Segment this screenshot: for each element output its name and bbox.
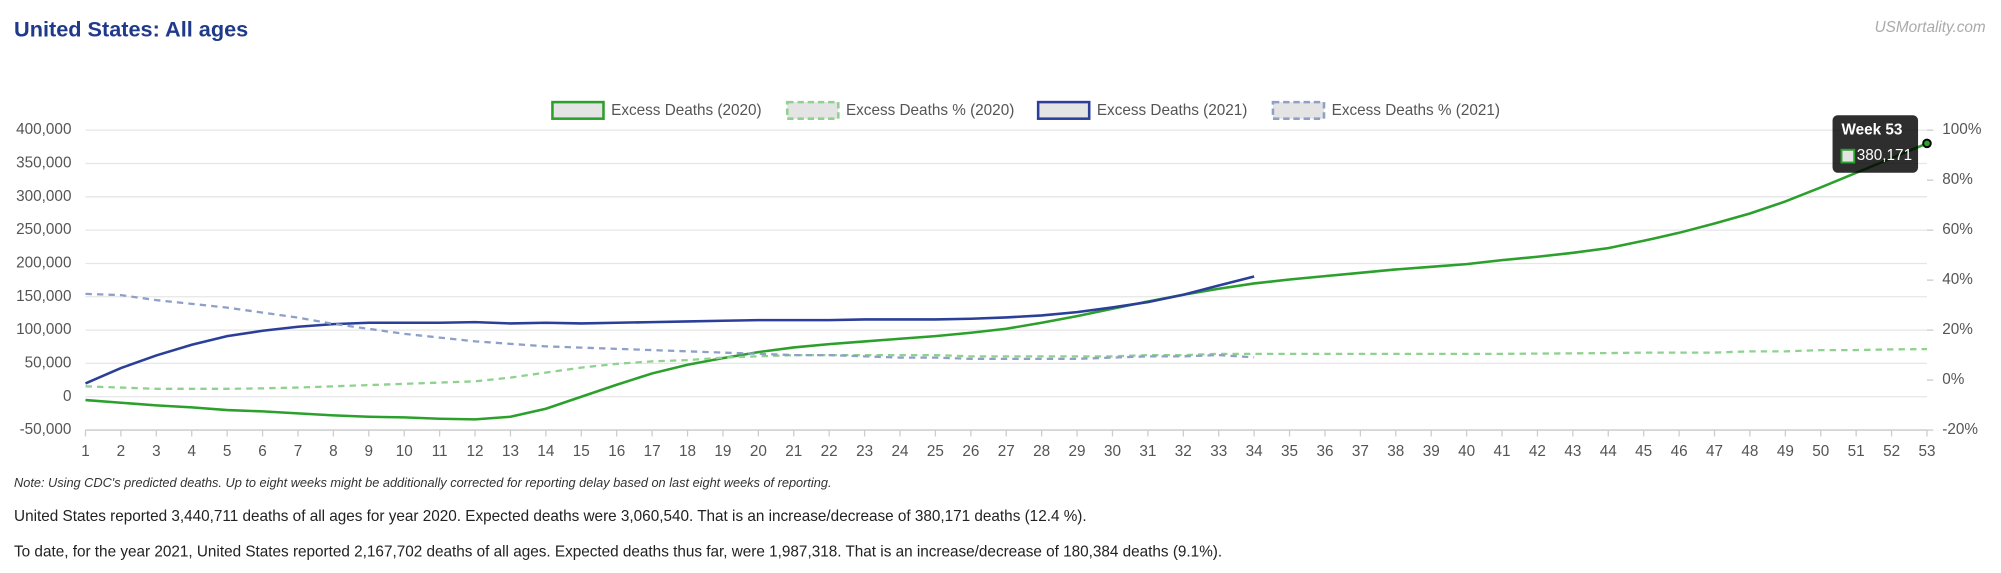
y-tick-label: -50,000 <box>20 421 72 438</box>
x-tick-label: 24 <box>891 443 909 460</box>
x-tick-label: 29 <box>1069 443 1086 460</box>
tooltip-swatch <box>1840 148 1856 164</box>
y2-tick-label: 20% <box>1942 321 1973 338</box>
note: Note: Using CDC's predicted deaths. Up t… <box>14 475 831 490</box>
series-line <box>84 275 1255 385</box>
x-tick-label: 28 <box>1033 443 1050 460</box>
x-tick-label: 10 <box>396 443 413 460</box>
legend-swatch <box>1271 100 1326 120</box>
x-tick-label: 30 <box>1104 443 1121 460</box>
summary: To date, for the year 2021, United State… <box>14 544 1222 561</box>
x-tick-label: 13 <box>502 443 519 460</box>
x-tick-label: 32 <box>1175 443 1192 460</box>
series-line <box>85 292 1255 360</box>
legend-swatch <box>1036 100 1091 120</box>
x-tick-label: 2 <box>117 443 126 460</box>
x-tick-label: 22 <box>821 443 838 460</box>
y-tick-label: 250,000 <box>16 221 71 238</box>
y2-tick-label: 0% <box>1942 371 1965 388</box>
x-tick-label: 19 <box>714 443 731 460</box>
x-tick-label: 5 <box>223 443 232 460</box>
y2-tick-label: 60% <box>1942 221 1973 238</box>
summary: United States reported 3,440,711 deaths … <box>14 508 1087 525</box>
x-tick-label: 40 <box>1458 443 1475 460</box>
y2-tick-label: 80% <box>1942 171 1973 188</box>
x-tick-label: 6 <box>258 443 267 460</box>
x-tick-label: 41 <box>1494 443 1511 460</box>
x-tick-label: 8 <box>329 443 338 460</box>
x-tick-label: 9 <box>365 443 374 460</box>
series-line <box>85 142 1928 421</box>
x-tick-label: 26 <box>962 443 979 460</box>
x-tick-label: 15 <box>573 443 590 460</box>
legend-label: Excess Deaths (2020) <box>611 102 762 119</box>
legend-label: Excess Deaths % (2021) <box>1332 102 1500 119</box>
legend-label: Excess Deaths % (2020) <box>846 102 1014 119</box>
y2-tick-label: 40% <box>1942 271 1973 288</box>
x-tick-label: 4 <box>187 443 196 460</box>
x-tick-label: 51 <box>1848 443 1865 460</box>
x-tick-label: 49 <box>1777 443 1794 460</box>
tooltip-value: 380,171 <box>1857 147 1912 164</box>
x-tick-label: 27 <box>998 443 1015 460</box>
y-tick-label: 100,000 <box>16 321 71 338</box>
x-tick-label: 7 <box>294 443 303 460</box>
x-tick-label: 42 <box>1529 443 1546 460</box>
x-tick-label: 12 <box>467 443 484 460</box>
x-tick-label: 18 <box>679 443 696 460</box>
x-tick-label: 44 <box>1600 443 1618 460</box>
x-tick-label: 53 <box>1918 443 1935 460</box>
y-tick-label: 50,000 <box>25 354 72 371</box>
x-tick-label: 47 <box>1706 443 1723 460</box>
y-tick-label: 400,000 <box>16 121 71 138</box>
y-tick-label: 150,000 <box>16 288 71 305</box>
y-tick-label: 300,000 <box>16 188 71 205</box>
x-tick-label: 48 <box>1741 443 1758 460</box>
x-tick-label: 14 <box>537 443 555 460</box>
x-tick-label: 16 <box>608 443 625 460</box>
x-tick-label: 52 <box>1883 443 1900 460</box>
y2-tick-label: -20% <box>1942 421 1978 438</box>
x-tick-label: 34 <box>1246 443 1264 460</box>
x-tick-label: 46 <box>1671 443 1688 460</box>
x-tick-label: 20 <box>750 443 767 460</box>
x-tick-label: 35 <box>1281 443 1298 460</box>
x-tick-label: 31 <box>1139 443 1156 460</box>
hover-point <box>1922 138 1932 149</box>
x-tick-label: 11 <box>432 443 448 460</box>
chart-title: United States: All ages <box>14 16 248 41</box>
brand: USMortality.com <box>1875 19 1986 36</box>
series-line <box>85 347 1927 390</box>
x-tick-label: 17 <box>644 443 661 460</box>
legend-label: Excess Deaths (2021) <box>1097 102 1248 119</box>
tooltip-title: Week 53 <box>1841 122 1902 139</box>
x-tick-label: 36 <box>1316 443 1333 460</box>
legend-swatch <box>785 100 840 120</box>
x-tick-label: 43 <box>1564 443 1581 460</box>
x-tick-label: 37 <box>1352 443 1369 460</box>
y2-tick-label: 100% <box>1942 121 1982 138</box>
x-tick-label: 23 <box>856 443 873 460</box>
x-tick-label: 21 <box>785 443 802 460</box>
y-tick-label: 350,000 <box>16 155 71 172</box>
x-tick-label: 3 <box>152 443 161 460</box>
x-tick-label: 25 <box>927 443 944 460</box>
y-tick-label: 0 <box>63 388 72 405</box>
x-tick-label: 39 <box>1423 443 1440 460</box>
x-tick-label: 1 <box>81 443 90 460</box>
y-tick-label: 200,000 <box>16 255 71 272</box>
legend-swatch <box>551 100 605 120</box>
x-tick-label: 45 <box>1635 443 1652 460</box>
x-tick-label: 33 <box>1210 443 1227 460</box>
x-tick-label: 38 <box>1387 443 1404 460</box>
x-tick-label: 50 <box>1812 443 1829 460</box>
